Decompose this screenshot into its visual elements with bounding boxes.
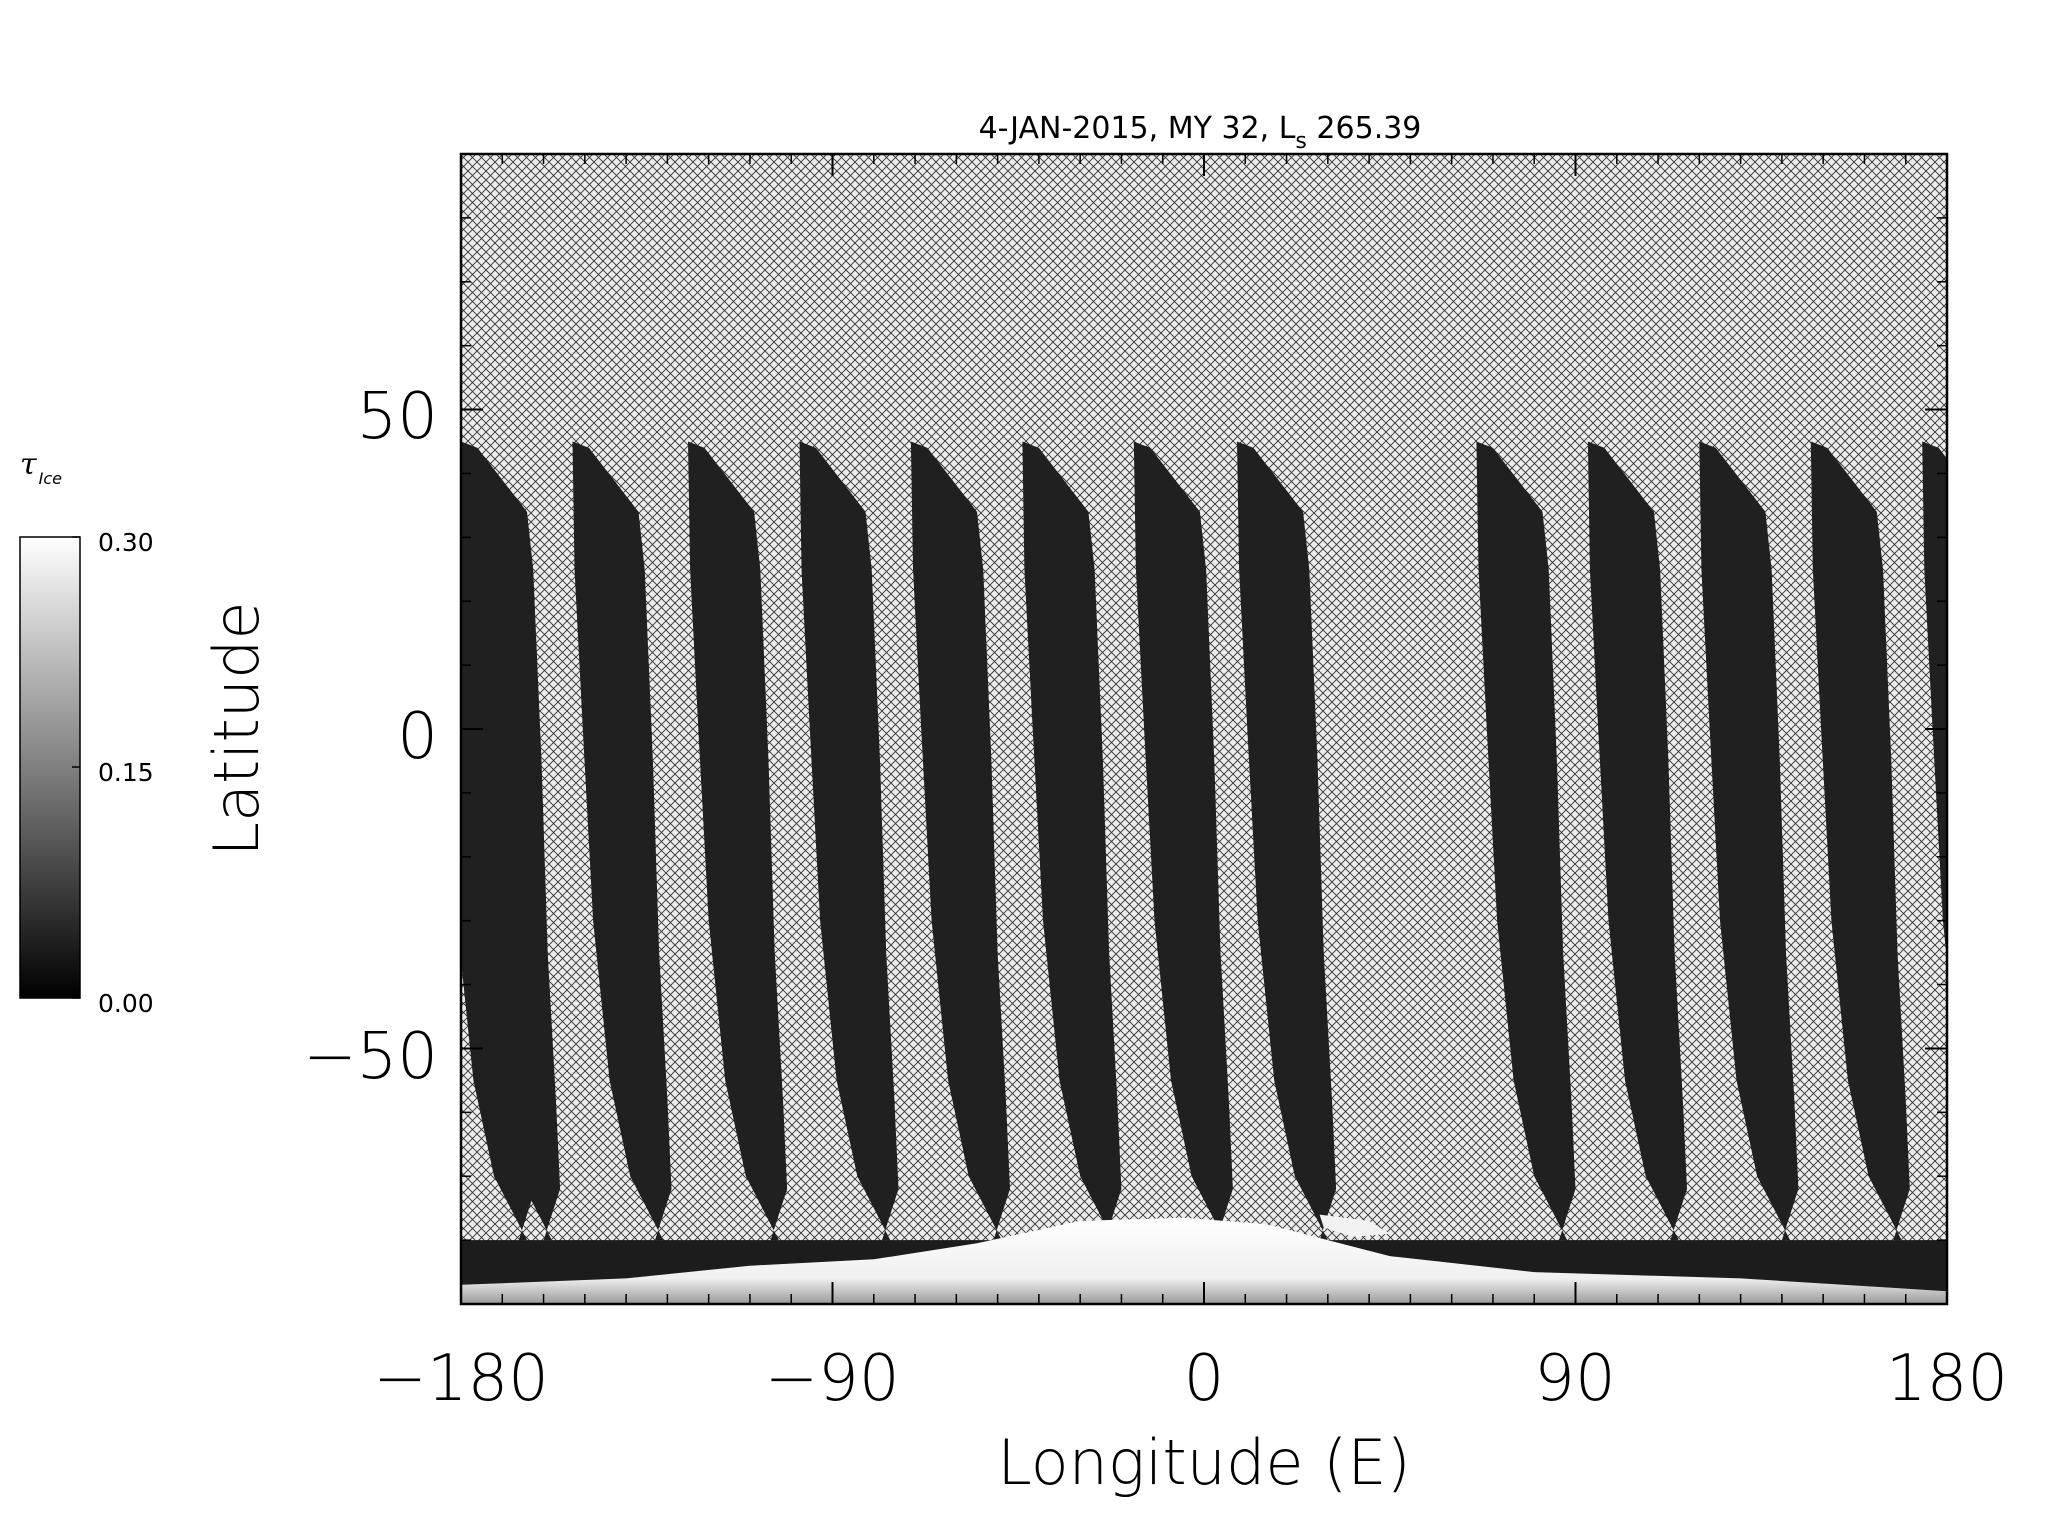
x-tick-label: 180 bbox=[1886, 1342, 2008, 1416]
colorbar-subscript: Ice bbox=[39, 469, 63, 488]
chart-title: 4-JAN-2015, MY 32, Ls 265.39 bbox=[979, 111, 1422, 154]
y-tick-label: 0 bbox=[397, 700, 438, 774]
swath-9 bbox=[1476, 441, 1576, 1241]
swath-4 bbox=[799, 441, 899, 1241]
swath-3 bbox=[688, 441, 788, 1241]
minor-ticks bbox=[461, 153, 1947, 1305]
swath-2 bbox=[572, 441, 672, 1241]
y-tick-label: −50 bbox=[303, 1020, 438, 1094]
x-tick-label: 0 bbox=[1184, 1342, 1225, 1416]
colorbar-tick-label: 0.00 bbox=[98, 989, 154, 1018]
title-suffix: 265.39 bbox=[1307, 111, 1422, 146]
colorbar-symbol: τ bbox=[20, 447, 37, 482]
colorbar-tick-label: 0.15 bbox=[98, 758, 154, 787]
plot-area bbox=[461, 154, 1947, 1304]
title-main: 4-JAN-2015, MY 32, L bbox=[979, 111, 1296, 146]
x-tick-label: −90 bbox=[764, 1342, 899, 1416]
swath-7 bbox=[1133, 441, 1233, 1241]
swath-6 bbox=[1022, 441, 1122, 1241]
swath-10 bbox=[1587, 441, 1687, 1241]
x-tick-label: 90 bbox=[1534, 1342, 1615, 1416]
y-axis-title: Latitude bbox=[200, 601, 273, 856]
title-subscript: s bbox=[1295, 129, 1306, 154]
colorbar-tick-label: 0.30 bbox=[98, 528, 154, 557]
y-tick-label: 50 bbox=[357, 380, 438, 454]
x-axis-title: Longitude (E) bbox=[997, 1426, 1410, 1499]
colorbar-gradient bbox=[19, 536, 81, 999]
colorbar: τ Ice 0.30 0.15 0.00 bbox=[19, 447, 154, 1018]
swath-12 bbox=[1810, 441, 1910, 1241]
cloud-patch bbox=[1319, 1214, 1390, 1237]
major-ticks bbox=[460, 154, 1948, 1304]
swath-13 bbox=[1922, 441, 1947, 961]
x-tick-labels: −180 −90 0 90 180 bbox=[373, 1342, 2008, 1416]
swath-5 bbox=[910, 441, 1010, 1241]
swath-11 bbox=[1699, 441, 1799, 1241]
swath-8 bbox=[1237, 441, 1337, 1241]
swath-13-wrap bbox=[461, 458, 536, 1241]
y-tick-labels: −50 0 50 bbox=[303, 380, 438, 1094]
x-tick-label: −180 bbox=[373, 1342, 549, 1416]
colorbar-title: τ Ice bbox=[20, 447, 62, 488]
